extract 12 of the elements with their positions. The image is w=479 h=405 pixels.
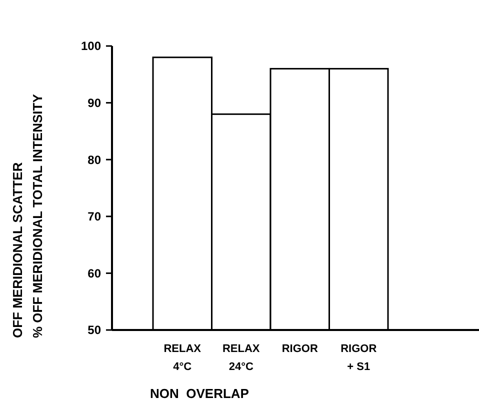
x-tick-label: RIGOR [282,343,318,355]
x-tick-label: RIGOR + S1 [340,343,377,373]
y-tick-label: 60 [88,266,102,280]
y-tick-label: 90 [88,96,102,110]
y-axis-title: OFF MERIDIONAL SCATTER % OFF MERIDIONAL TOTAL INTENSITY [10,94,45,338]
y-tick-label: 50 [88,323,102,338]
x-tick-label: RELAX 4°C [164,343,202,373]
x-tick-label: RELAX 24°C [222,343,260,373]
y-tick-label: 100 [80,39,102,54]
y-tick-label: 70 [88,210,102,224]
x-axis-title: NON OVERLAP [150,386,250,401]
y-tick-label: 80 [88,152,102,167]
